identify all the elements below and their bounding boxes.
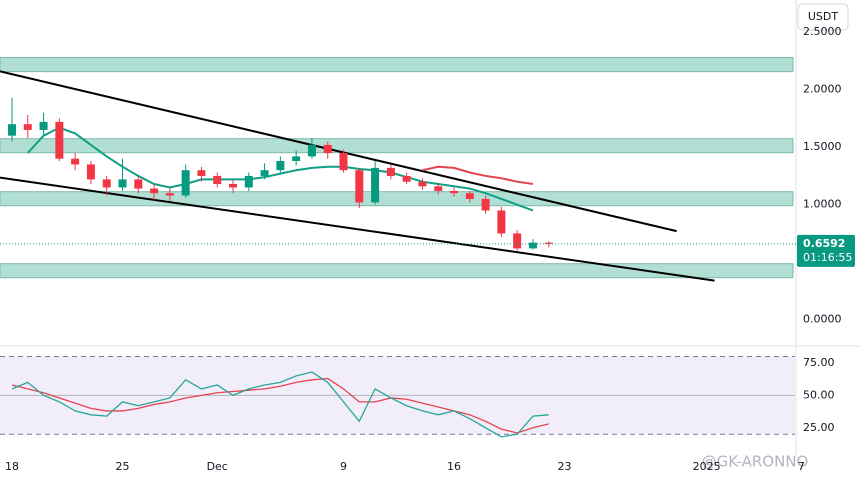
price-tag-label: 0.6592	[803, 237, 845, 250]
candle-body	[450, 190, 459, 194]
y-tick-label: 0.0000	[803, 313, 842, 326]
moving-average	[422, 165, 534, 185]
candle-body	[150, 188, 159, 194]
candle-body	[260, 170, 269, 176]
candle-body	[386, 167, 395, 176]
candle-body	[71, 158, 80, 165]
x-tick-label: 2025	[693, 460, 721, 473]
candle-body	[497, 210, 506, 234]
rsi-tick-label: 25.00	[803, 421, 835, 434]
candle-body	[7, 124, 16, 136]
candle-body	[165, 193, 174, 196]
x-tick-label: Dec	[207, 460, 228, 473]
candle-body	[465, 193, 474, 199]
candle-body	[55, 121, 64, 159]
candle-body	[307, 144, 316, 157]
trendline	[0, 176, 715, 282]
support-zone	[0, 263, 794, 279]
support-zone	[0, 191, 794, 207]
candle-body	[244, 175, 253, 188]
moving-average	[27, 126, 534, 212]
candle-body	[528, 242, 537, 249]
x-tick-label: 7	[798, 460, 805, 473]
candle-body	[418, 181, 427, 187]
candle-body	[213, 175, 222, 184]
y-tick-label: 1.0000	[803, 198, 842, 211]
candle-body	[229, 184, 238, 188]
rsi-line	[11, 371, 549, 438]
trendline	[0, 70, 677, 233]
candle-body	[339, 152, 348, 171]
y-tick-label: 1.5000	[803, 140, 842, 153]
candle-body	[118, 179, 127, 188]
candle-body	[181, 170, 190, 196]
candle-body	[371, 167, 380, 203]
support-zone	[0, 57, 794, 73]
candle-body	[434, 186, 443, 191]
rsi-tick-label: 75.00	[803, 356, 835, 369]
support-zone	[0, 138, 794, 154]
currency-label: USDT	[808, 10, 839, 23]
rsi-ma	[11, 377, 549, 434]
candle-body	[292, 156, 301, 161]
x-tick-label: 16	[447, 460, 461, 473]
candle-body	[86, 164, 95, 180]
candle-body	[197, 170, 206, 176]
x-tick-label: 9	[340, 460, 347, 473]
x-tick-label: 18	[5, 460, 19, 473]
watermark: @GK-ARONNO	[702, 453, 809, 471]
y-tick-label: 2.0000	[803, 83, 842, 96]
candle-body	[481, 198, 490, 211]
y-tick-label: 2.5000	[803, 25, 842, 38]
rsi-tick-label: 50.00	[803, 388, 835, 401]
candle-body	[544, 242, 553, 244]
candle-body	[402, 175, 411, 182]
candle-body	[323, 144, 332, 153]
x-tick-label: 25	[116, 460, 130, 473]
candle-body	[134, 179, 143, 189]
price-tag	[797, 234, 855, 267]
candle-body	[355, 170, 364, 203]
candle-body	[102, 179, 111, 188]
candle-body	[513, 233, 522, 249]
candle-body	[23, 124, 32, 130]
price-tag-countdown: 01:16:55	[803, 251, 852, 264]
currency-button[interactable]	[797, 3, 849, 31]
candle-body	[39, 121, 48, 130]
candle-body	[276, 161, 285, 171]
x-tick-label: 23	[558, 460, 572, 473]
